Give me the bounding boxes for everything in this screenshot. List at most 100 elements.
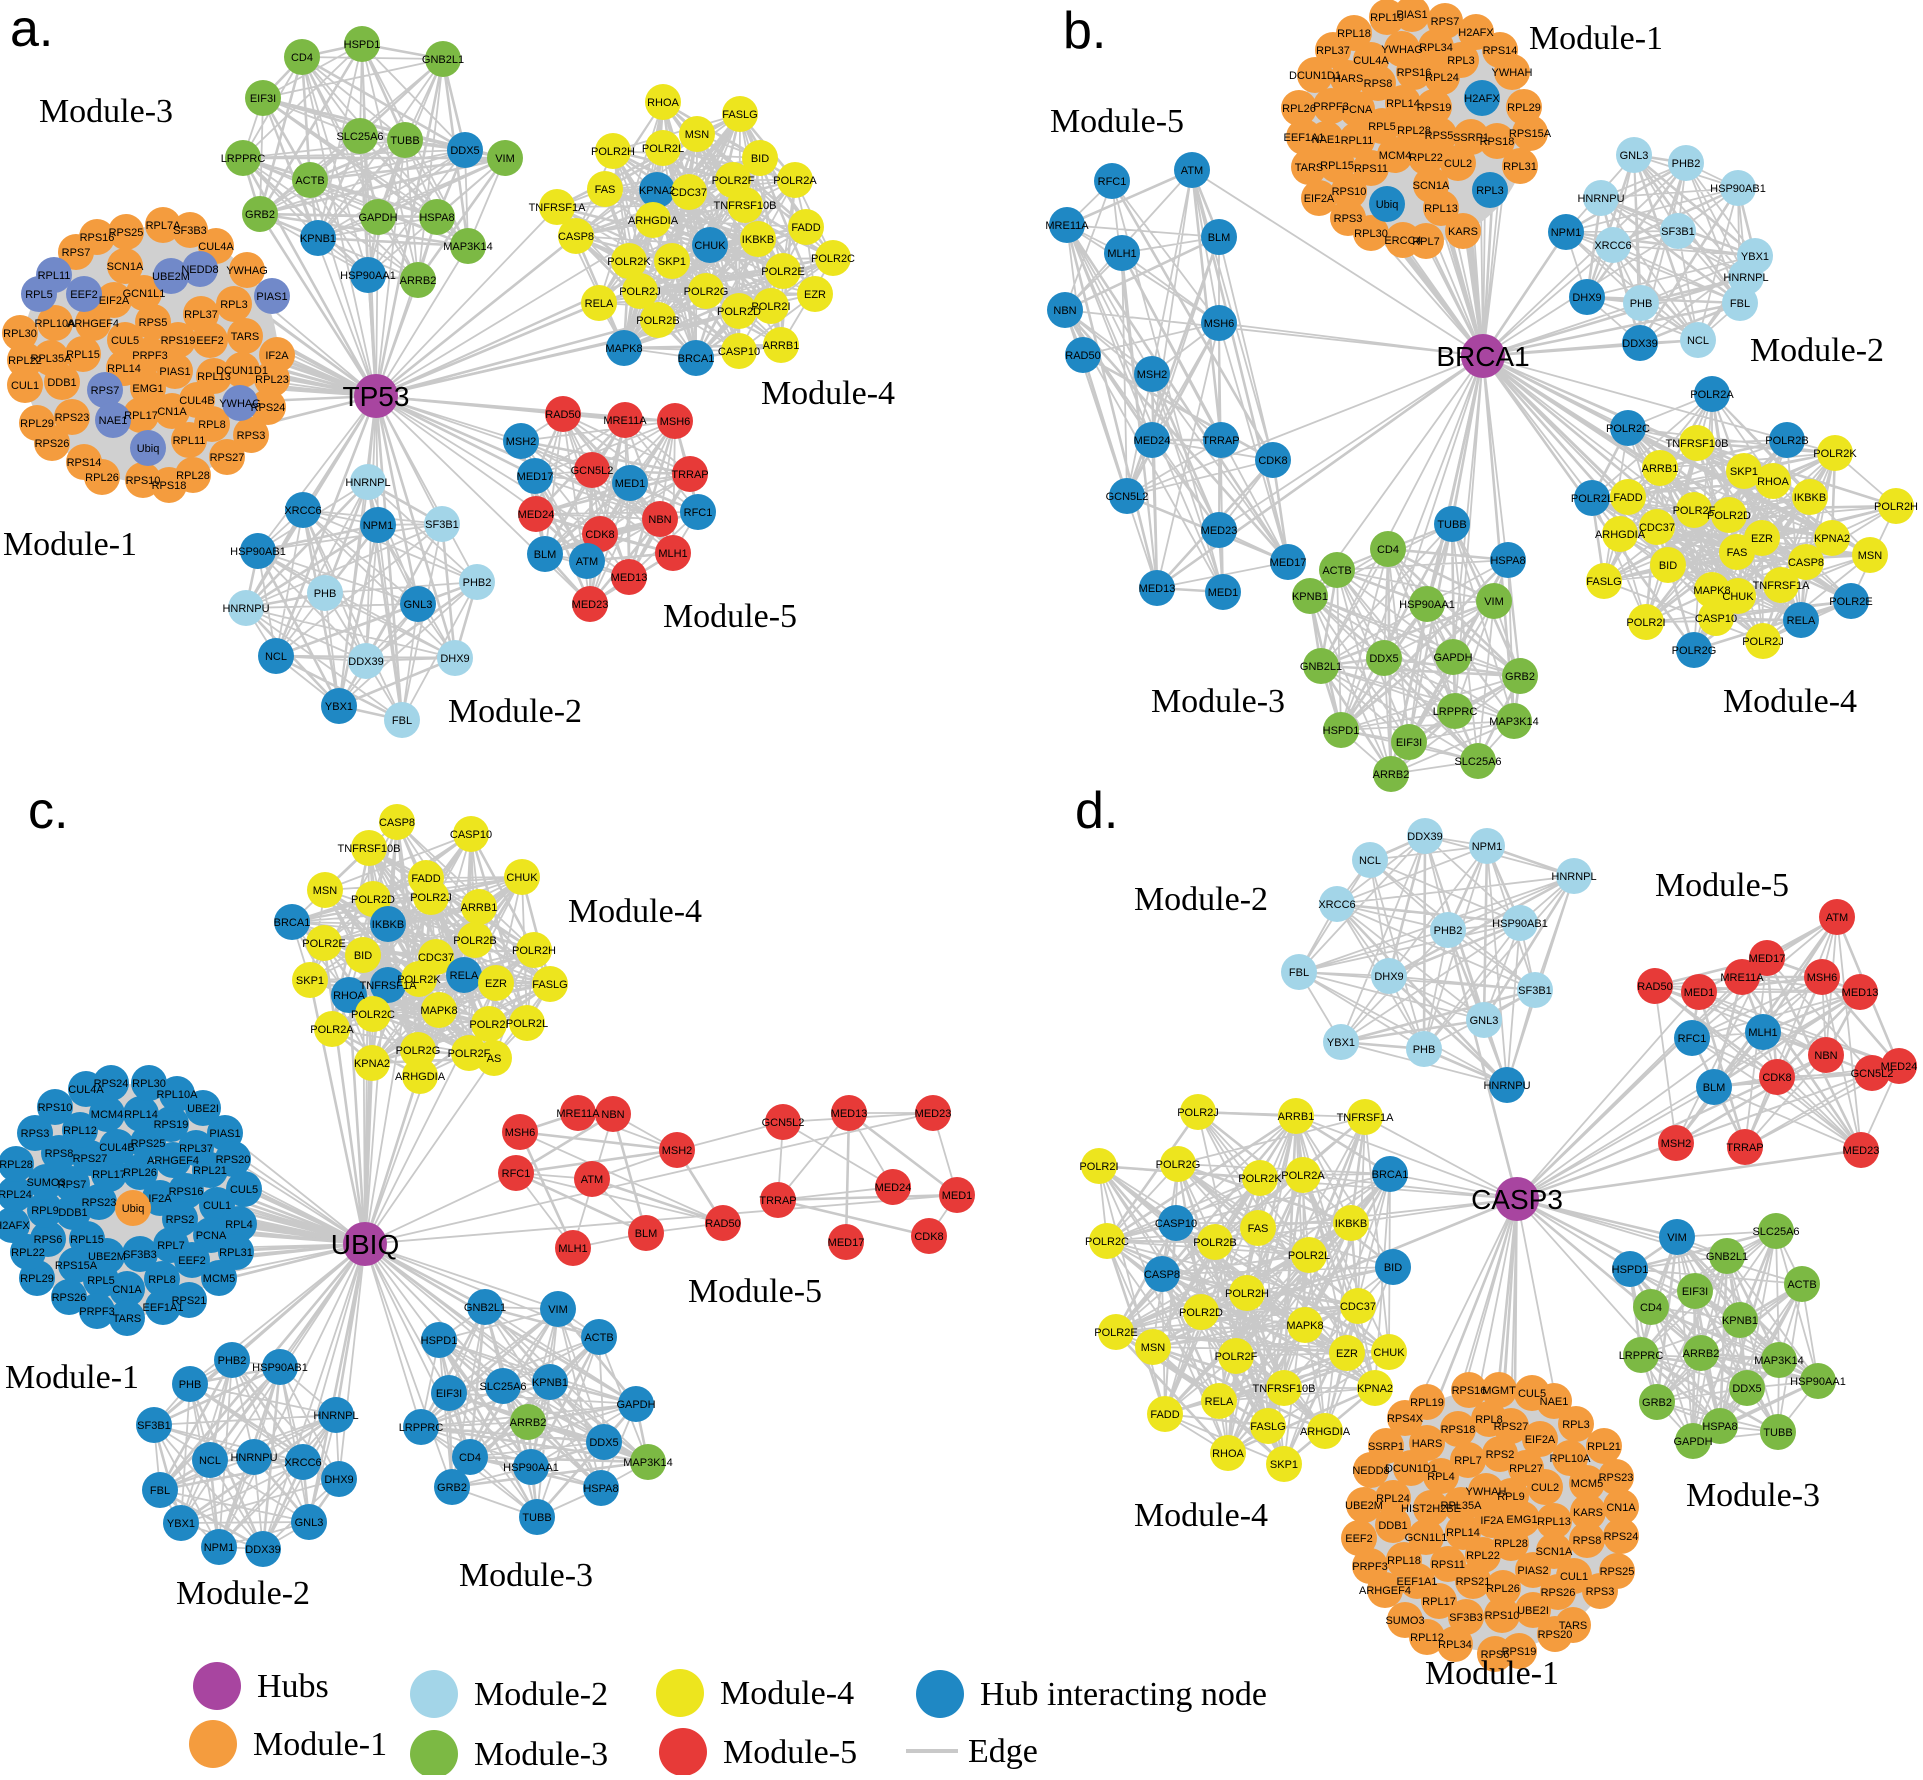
svg-text:RPL12: RPL12 — [1410, 1632, 1444, 1644]
svg-text:MRE11A: MRE11A — [603, 415, 647, 427]
svg-text:MSH6: MSH6 — [505, 1127, 536, 1139]
svg-text:RPS16: RPS16 — [169, 1186, 204, 1198]
svg-text:GCN1L1: GCN1L1 — [1405, 1532, 1448, 1544]
svg-text:MSH6: MSH6 — [1204, 318, 1235, 330]
svg-text:NPM1: NPM1 — [1551, 227, 1582, 239]
svg-text:MRE11A: MRE11A — [1720, 972, 1764, 984]
svg-text:HNRNPL: HNRNPL — [1723, 272, 1768, 284]
svg-text:UBE2M: UBE2M — [88, 1251, 126, 1263]
svg-text:POLR2F: POLR2F — [1215, 1351, 1258, 1363]
svg-text:EIF2A: EIF2A — [99, 295, 130, 307]
svg-text:RPL17: RPL17 — [1422, 1596, 1456, 1608]
svg-text:RPL14: RPL14 — [1446, 1527, 1480, 1539]
svg-text:IF2A: IF2A — [1480, 1515, 1504, 1527]
svg-text:YWHAH: YWHAH — [1492, 67, 1533, 79]
svg-text:UBE2I: UBE2I — [187, 1103, 219, 1115]
svg-text:RPL31: RPL31 — [219, 1247, 253, 1259]
svg-text:POLR2I: POLR2I — [1626, 617, 1665, 629]
svg-text:ARHGEF4: ARHGEF4 — [147, 1155, 199, 1167]
svg-text:RPL18: RPL18 — [1337, 28, 1371, 40]
svg-text:ACTB: ACTB — [1322, 565, 1351, 577]
svg-text:PRPF3: PRPF3 — [132, 350, 167, 362]
svg-text:H2AFX: H2AFX — [1458, 27, 1494, 39]
svg-text:RPL28: RPL28 — [1397, 125, 1431, 137]
svg-text:RPL22: RPL22 — [1409, 152, 1443, 164]
svg-text:CASP3: CASP3 — [1471, 1184, 1563, 1215]
svg-text:HSP90AB1: HSP90AB1 — [1710, 183, 1766, 195]
svg-text:TRRAP: TRRAP — [1726, 1142, 1763, 1154]
svg-text:BID: BID — [1384, 1262, 1402, 1274]
svg-text:FAS: FAS — [595, 184, 616, 196]
svg-text:IKBKB: IKBKB — [1794, 492, 1826, 504]
svg-text:EEF2: EEF2 — [1345, 1533, 1373, 1545]
svg-text:RPL37: RPL37 — [179, 1143, 213, 1155]
svg-text:CUL5: CUL5 — [111, 335, 139, 347]
svg-text:MSH2: MSH2 — [1137, 369, 1168, 381]
svg-text:POLR2L: POLR2L — [506, 1018, 548, 1030]
svg-text:Module-5: Module-5 — [688, 1273, 822, 1310]
svg-text:MED17: MED17 — [517, 471, 554, 483]
svg-text:SCN1A: SCN1A — [1536, 1546, 1573, 1558]
svg-text:LRPPRC: LRPPRC — [221, 153, 266, 165]
svg-text:POLR2G: POLR2G — [1672, 645, 1717, 657]
svg-text:Module-2: Module-2 — [474, 1676, 608, 1713]
svg-text:DDX39: DDX39 — [1407, 831, 1442, 843]
svg-text:IF2A: IF2A — [265, 350, 289, 362]
svg-text:SF3B1: SF3B1 — [425, 519, 459, 531]
svg-text:HIST2H2BE: HIST2H2BE — [1401, 1503, 1461, 1515]
svg-text:HNRNPL: HNRNPL — [1551, 871, 1596, 883]
svg-text:POLR2G: POLR2G — [684, 286, 729, 298]
svg-text:RPL31: RPL31 — [1503, 161, 1537, 173]
svg-text:RPS24: RPS24 — [94, 1078, 129, 1090]
svg-text:BRCA1: BRCA1 — [274, 917, 311, 929]
svg-text:SF3B1: SF3B1 — [137, 1420, 171, 1432]
svg-text:TP53: TP53 — [343, 381, 410, 412]
svg-text:Module-5: Module-5 — [723, 1734, 857, 1771]
svg-text:MED24: MED24 — [875, 1182, 912, 1194]
svg-text:MAPK8: MAPK8 — [420, 1005, 457, 1017]
svg-text:NPM1: NPM1 — [1472, 841, 1503, 853]
svg-text:TNFRSF10B: TNFRSF10B — [1666, 438, 1729, 450]
svg-text:TRRAP: TRRAP — [671, 469, 708, 481]
svg-text:RPS24: RPS24 — [251, 402, 286, 414]
svg-text:BID: BID — [1659, 560, 1677, 572]
svg-text:RPL18: RPL18 — [1387, 1555, 1421, 1567]
svg-text:GAPDH: GAPDH — [616, 1399, 655, 1411]
svg-text:Edge: Edge — [968, 1733, 1038, 1770]
svg-text:KPNB1: KPNB1 — [300, 233, 336, 245]
svg-text:CDC37: CDC37 — [1340, 1301, 1376, 1313]
svg-text:PHB: PHB — [179, 1379, 202, 1391]
svg-text:RPL13: RPL13 — [1424, 203, 1458, 215]
svg-text:SSRP1: SSRP1 — [1453, 132, 1489, 144]
svg-text:CASP8: CASP8 — [1788, 557, 1824, 569]
svg-text:MSH2: MSH2 — [506, 436, 537, 448]
svg-text:EIF2A: EIF2A — [1525, 1434, 1556, 1446]
svg-text:HARS: HARS — [1412, 1438, 1443, 1450]
svg-text:RPS15A: RPS15A — [1509, 128, 1552, 140]
svg-text:EIF3I: EIF3I — [436, 1388, 462, 1400]
svg-text:IKBKB: IKBKB — [742, 234, 774, 246]
svg-text:POLR2D: POLR2D — [1707, 510, 1751, 522]
svg-text:RPS8: RPS8 — [45, 1148, 74, 1160]
svg-text:RPS19: RPS19 — [1502, 1646, 1537, 1658]
svg-text:PIAS2: PIAS2 — [1517, 1565, 1548, 1577]
svg-text:MAP3K14: MAP3K14 — [443, 241, 493, 253]
svg-text:CUL4A: CUL4A — [68, 1084, 104, 1096]
svg-text:RPS24: RPS24 — [1604, 1531, 1639, 1543]
svg-text:EIF2A: EIF2A — [1304, 193, 1335, 205]
svg-text:RPS5: RPS5 — [1425, 130, 1454, 142]
svg-text:CUL4A: CUL4A — [1353, 55, 1389, 67]
svg-text:FBL: FBL — [150, 1485, 170, 1497]
svg-text:RPS26: RPS26 — [1541, 1587, 1576, 1599]
svg-text:RPL29: RPL29 — [20, 1273, 54, 1285]
svg-text:PIAS1: PIAS1 — [159, 366, 190, 378]
svg-text:BLM: BLM — [635, 1228, 658, 1240]
svg-text:RPL11: RPL11 — [173, 435, 206, 447]
svg-text:TNFRSF10B: TNFRSF10B — [1253, 1383, 1316, 1395]
svg-text:GRB2: GRB2 — [1505, 671, 1535, 683]
svg-text:NPM1: NPM1 — [363, 520, 394, 532]
svg-text:CUL4A: CUL4A — [198, 241, 234, 253]
svg-text:NAE1: NAE1 — [1540, 1396, 1569, 1408]
svg-text:FAS: FAS — [1727, 547, 1748, 559]
svg-text:Module-3: Module-3 — [39, 93, 173, 130]
